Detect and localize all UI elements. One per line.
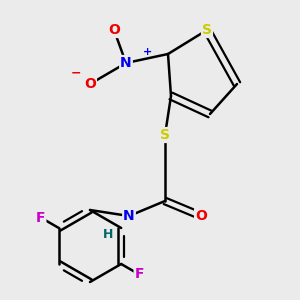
Text: H: H [103,227,113,241]
Text: O: O [108,23,120,37]
Text: O: O [84,77,96,91]
Text: N: N [123,209,135,223]
Text: F: F [135,268,144,281]
Text: F: F [36,211,45,224]
Text: +: + [142,47,152,58]
Text: S: S [160,128,170,142]
Text: N: N [120,56,132,70]
Text: S: S [202,23,212,37]
Text: −: − [70,67,81,80]
Text: O: O [195,209,207,223]
